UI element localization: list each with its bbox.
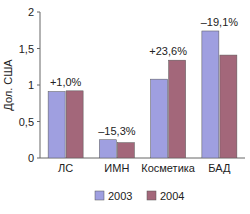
- bar: [169, 60, 186, 158]
- y-tick-label: 1: [28, 79, 34, 91]
- x-tick-label: ИМН: [104, 162, 129, 174]
- y-tick-label: 0,5: [19, 116, 34, 128]
- bars: [48, 31, 237, 158]
- y-tick-label: 1,5: [19, 43, 34, 55]
- legend-label: 2004: [160, 190, 184, 202]
- x-tick-label: БАД: [208, 162, 231, 174]
- bar: [48, 92, 65, 158]
- bar: [117, 143, 134, 158]
- annotation: –15,3%: [98, 125, 136, 137]
- x-tick-label: ЛС: [58, 162, 73, 174]
- legend-label: 2003: [108, 190, 132, 202]
- y-axis: [40, 12, 41, 158]
- legend-swatch: [147, 191, 156, 200]
- legend-swatch: [95, 191, 104, 200]
- y-axis-title: Дол. США: [2, 59, 14, 111]
- bar: [202, 31, 219, 158]
- bar: [99, 140, 116, 158]
- y-tick-label: 2: [28, 6, 34, 18]
- annotation: +23,6%: [149, 45, 187, 57]
- bar: [220, 55, 237, 158]
- x-tick-label: Косметика: [141, 162, 196, 174]
- bar: [66, 91, 83, 158]
- annotation: –19,1%: [201, 16, 239, 28]
- annotation: +1,0%: [50, 76, 82, 88]
- bar: [151, 79, 168, 158]
- chart: Дол. США 0 0,5 1 1,5 2 ЛС +1,0% ИМН –15,3% Космети…: [0, 0, 250, 214]
- y-tick-label: 0: [28, 152, 34, 164]
